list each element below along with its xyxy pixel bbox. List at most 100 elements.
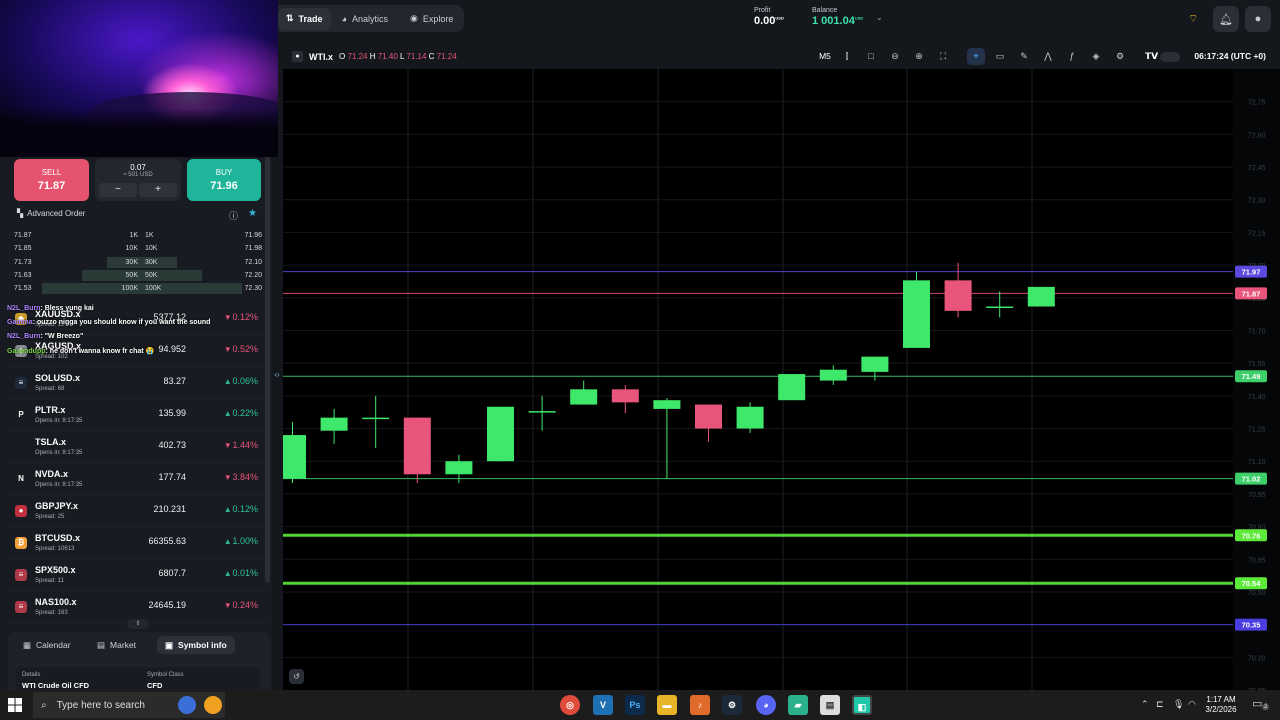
- tab-calendar[interactable]: ▦ Calendar: [15, 636, 79, 654]
- balance-amount: 1 001.04: [812, 15, 855, 27]
- wifi-icon[interactable]: ◠: [1188, 699, 1196, 709]
- increase-volume-button[interactable]: +: [139, 183, 177, 197]
- volume-stepper[interactable]: 0.07 ≈ 501 USD − +: [95, 159, 181, 201]
- symbol-row[interactable]: TSLA.x Opens in: 8:17:35 402.73 ▾ 1.44%: [8, 431, 266, 463]
- pencil-icon[interactable]: ✎: [1020, 51, 1028, 61]
- candlestick-chart[interactable]: 70.05 70.20 70.35 70.50 70.65 70.80 70.95 71.10…: [283, 69, 1280, 690]
- chevron-down-icon[interactable]: ⌄: [876, 13, 883, 22]
- advanced-order-toggle[interactable]: ▚ Advanced Order: [17, 209, 85, 218]
- balance-display[interactable]: Balance 1 001.04USD: [812, 7, 863, 27]
- app-window-icon[interactable]: ▤: [820, 695, 840, 715]
- sell-button[interactable]: SELL 71.87: [14, 159, 89, 201]
- zoom-out-icon[interactable]: ⊖: [891, 51, 899, 61]
- star-icon[interactable]: ★: [248, 208, 257, 219]
- candle-body: [611, 389, 639, 403]
- indicators-icon[interactable]: ƒ: [1069, 51, 1075, 61]
- clock-date: 3/2/2026: [1205, 705, 1237, 714]
- symbol-row[interactable]: ◆ XAUUSD.x Spread: 12 5377.12 ▾ 0.12%: [8, 303, 266, 335]
- left-panel-scrollbar[interactable]: [265, 157, 270, 583]
- patterns-icon[interactable]: ⋀: [1044, 51, 1052, 61]
- decrease-volume-button[interactable]: −: [99, 183, 137, 197]
- user-icon: ●: [1254, 13, 1262, 25]
- change-arrow-icon: ▴: [225, 504, 233, 514]
- palantir-icon: P: [15, 409, 27, 421]
- symbol-name: GBPJPY.x: [35, 501, 79, 511]
- tray-chevron-icon[interactable]: ⌃: [1141, 699, 1149, 709]
- tab-trade[interactable]: ⇅ Trade: [278, 7, 331, 30]
- collapse-panel-icon[interactable]: ‹›: [274, 370, 280, 379]
- price-level-tag: [1235, 529, 1267, 542]
- symbol-class-value: CFD: [147, 681, 163, 690]
- buy-button[interactable]: BUY 71.96: [187, 159, 261, 201]
- chart-symbol[interactable]: ● WTI.x O 71.24 H 71.40 L 71.14 C 71.24: [292, 51, 457, 62]
- notifications-button[interactable]: 🔔︎: [1213, 6, 1239, 32]
- candle-body: [903, 280, 930, 348]
- nvidia-icon: N: [15, 473, 27, 485]
- tab-analytics[interactable]: ◕ Analytics: [331, 8, 399, 30]
- windows-taskbar: ⌕ Type here to search ◎ V Ps ▬ ♪ ⚙ ◕ ▰ ▤…: [0, 690, 1280, 720]
- symbol-name: TSLA.x: [35, 437, 67, 447]
- fl-studio-icon[interactable]: ♪: [690, 695, 710, 715]
- price-tick-label: 71.40: [1248, 394, 1266, 401]
- steam-icon[interactable]: ⚙: [722, 695, 742, 715]
- tab-symbol-info[interactable]: ▣ Symbol info: [157, 636, 235, 654]
- ohlc-readout: O 71.24 H 71.40 L 71.14 C 71.24: [339, 52, 457, 61]
- microphone-icon[interactable]: 🎙︎: [1173, 699, 1185, 709]
- order-book-row: 71.85 10K 10K 71.98: [8, 242, 266, 255]
- symbol-row[interactable]: ● GBPJPY.x Spread: 25 210.231 ▴ 0.12%: [8, 495, 266, 527]
- photoshop-icon[interactable]: Ps: [625, 695, 645, 715]
- tab-explore[interactable]: ◉ Explore: [399, 8, 464, 30]
- symbol-logo-icon: ●: [292, 51, 303, 62]
- tab-trade-label: Trade: [298, 13, 323, 24]
- crosshair-icon[interactable]: ⌖: [967, 48, 985, 65]
- gold-icon: ◆: [15, 313, 27, 325]
- square-icon[interactable]: □: [868, 51, 874, 61]
- timeframe-selector[interactable]: M5: [819, 51, 831, 61]
- symbol-subtitle: Opens in: 8:17:35: [35, 418, 83, 424]
- network-icon[interactable]: ⊏: [1156, 699, 1164, 709]
- scroll-indicator[interactable]: ⇕: [127, 619, 149, 629]
- toggle-switch[interactable]: [1160, 52, 1180, 62]
- notes-icon[interactable]: ▰: [788, 695, 808, 715]
- symbol-row[interactable]: ≡ SPX500.x Spread: 11 6807.7 ▴ 0.01%: [8, 559, 266, 591]
- bid-price: 71.87: [14, 232, 32, 239]
- reset-chart-button[interactable]: ↺: [289, 669, 304, 684]
- windows-start-icon[interactable]: [8, 698, 22, 712]
- top-bar: ⇅ Trade ◕ Analytics ◉ Explore Profit 0.0…: [278, 0, 1280, 40]
- symbol-subtitle: Opens in: 8:17:35: [35, 482, 83, 488]
- file-explorer-icon[interactable]: ▬: [657, 695, 677, 715]
- notification-center-icon[interactable]: ▭: [1252, 698, 1263, 710]
- discord-icon[interactable]: ◕: [756, 695, 776, 715]
- info-icon[interactable]: ⓘ: [229, 211, 239, 221]
- price-tick-label: 70.05: [1248, 688, 1266, 690]
- tab-market[interactable]: ▤ Market: [89, 636, 144, 654]
- layers-icon[interactable]: ◈: [1092, 51, 1100, 61]
- weather-icon[interactable]: [204, 696, 222, 714]
- chart-area[interactable]: ● WTI.x O 71.24 H 71.40 L 71.14 C 71.24 …: [283, 44, 1280, 690]
- chart-toolbar: ● WTI.x O 71.24 H 71.40 L 71.14 C 71.24 …: [283, 44, 1280, 69]
- chrome-icon[interactable]: ◎: [560, 695, 580, 715]
- symbol-row[interactable]: ₿ BTCUSD.x Spread: 10613 66355.63 ▴ 1.00%: [8, 527, 266, 559]
- settings-icon[interactable]: ⚙: [1115, 51, 1125, 61]
- fullscreen-icon[interactable]: ⛶: [939, 51, 947, 61]
- symbol-row[interactable]: N NVDA.x Opens in: 8:17:35 177.74 ▾ 3.84%: [8, 463, 266, 495]
- search-highlight-icon[interactable]: [178, 696, 196, 714]
- taskbar-clock[interactable]: 1:17 AM 3/2/2026: [1201, 695, 1241, 715]
- chat-text: Bless yung kai: [44, 305, 94, 312]
- symbol-row[interactable]: ◆ XAGUSD.x Spread: 102 94.952 ▾ 0.52%: [8, 335, 266, 367]
- price-level-tag: [1235, 287, 1267, 300]
- symbol-row[interactable]: ≡ SOLUSD.x Spread: 68 83.27 ▴ 0.06%: [8, 367, 266, 399]
- chat-message: N2L_Burn: "W Breezo": [7, 333, 84, 340]
- symbol-row[interactable]: P PLTR.x Opens in: 8:17:35 135.99 ▴ 0.22%: [8, 399, 266, 431]
- profile-button[interactable]: ●: [1245, 6, 1271, 32]
- profit-amount: 0.00: [754, 15, 776, 27]
- calendar-icon: ▦: [23, 639, 32, 650]
- candles-icon[interactable]: ⫿: [845, 51, 849, 61]
- ruler-icon[interactable]: ▭: [995, 51, 1005, 61]
- vegas-icon[interactable]: V: [593, 695, 613, 715]
- change-arrow-icon: ▾: [225, 472, 233, 482]
- zoom-in-icon[interactable]: ⊕: [915, 51, 923, 61]
- taskbar-search[interactable]: ⌕ Type here to search: [33, 692, 225, 718]
- trading-app-icon[interactable]: ◧: [852, 695, 872, 715]
- volume-value[interactable]: 0.07: [130, 163, 146, 172]
